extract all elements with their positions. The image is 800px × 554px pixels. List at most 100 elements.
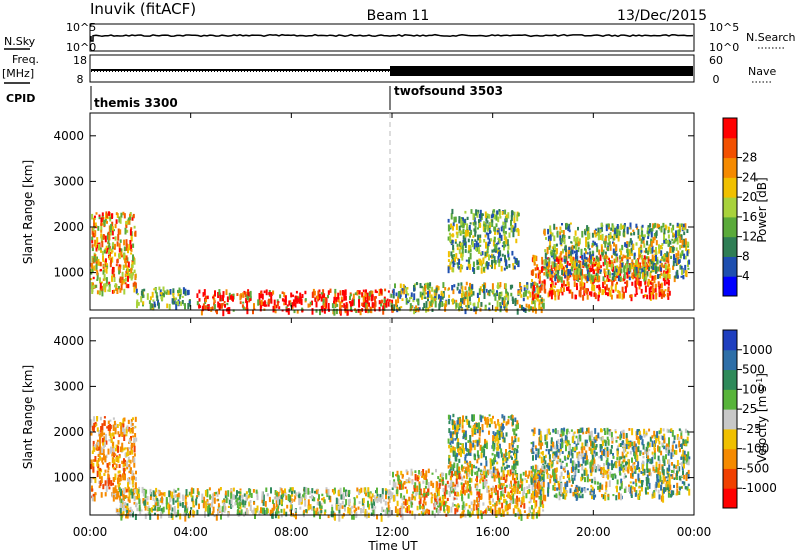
heatmap-cell (265, 507, 268, 515)
heatmap-cell (211, 502, 214, 508)
heatmap-cell (456, 463, 459, 470)
heatmap-cell (123, 488, 125, 495)
heatmap-cell (664, 276, 667, 279)
heatmap-cell (216, 491, 219, 497)
heatmap-cell (341, 505, 344, 509)
heatmap-cell (551, 246, 554, 250)
heatmap-cell (346, 309, 349, 316)
heatmap-cell (487, 241, 490, 246)
heatmap-cell (430, 497, 433, 504)
heatmap-cell (623, 473, 626, 476)
heatmap-cell (382, 509, 385, 512)
heatmap-cell (263, 507, 265, 511)
nsky-label: N.Sky (4, 35, 36, 48)
heatmap-cell (487, 470, 490, 475)
heatmap-cell (92, 459, 95, 462)
heatmap-cell (502, 470, 505, 477)
heatmap-cell (349, 295, 351, 301)
heatmap-cell (485, 440, 488, 445)
heatmap-cell (515, 453, 518, 460)
heatmap-cell (99, 282, 102, 289)
heatmap-cell (642, 234, 645, 237)
heatmap-cell (544, 249, 547, 253)
heatmap-cell (553, 248, 556, 253)
heatmap-cell (116, 288, 119, 294)
heatmap-cell (491, 219, 494, 223)
heatmap-cell (572, 274, 575, 280)
heatmap-cell (258, 293, 261, 300)
heatmap-cell (604, 492, 607, 495)
heatmap-cell (122, 497, 124, 505)
heatmap-cell (441, 502, 444, 507)
heatmap-cell (641, 224, 644, 228)
heatmap-cell (280, 513, 283, 518)
heatmap-cell (464, 460, 467, 464)
heatmap-cell (494, 423, 497, 429)
heatmap-cell (486, 243, 489, 250)
heatmap-cell (494, 244, 497, 251)
heatmap-cell (467, 304, 470, 309)
heatmap-cell (475, 209, 478, 216)
heatmap-cell (548, 454, 551, 461)
heatmap-cell (491, 460, 494, 466)
heatmap-cell (205, 500, 208, 508)
heatmap-cell (495, 485, 497, 492)
heatmap-cell (349, 292, 352, 295)
heatmap-cell (351, 514, 354, 520)
heatmap-cell (633, 253, 636, 260)
heatmap-cell (504, 479, 507, 483)
heatmap-cell (133, 426, 136, 429)
heatmap-cell (207, 510, 210, 517)
heatmap-cell (513, 477, 516, 484)
heatmap-cell (647, 236, 650, 239)
heatmap-cell (632, 243, 635, 250)
heatmap-cell (521, 501, 524, 505)
heatmap-cell (103, 264, 106, 267)
heatmap-cell (124, 282, 127, 285)
heatmap-cell (442, 282, 445, 288)
heatmap-cell (362, 295, 365, 303)
heatmap-cell (394, 283, 396, 289)
heatmap-cell (513, 487, 516, 495)
heatmap-cell (128, 479, 131, 485)
heatmap-cell (125, 426, 128, 434)
heatmap-cell (162, 292, 165, 296)
heatmap-cell (93, 416, 96, 422)
heatmap-cell (112, 436, 115, 439)
heatmap-cell (493, 454, 496, 461)
heatmap-cell (286, 504, 289, 509)
heatmap-cell (541, 500, 544, 505)
heatmap-cell (190, 507, 193, 510)
heatmap-cell (607, 246, 609, 251)
heatmap-cell (509, 284, 512, 290)
heatmap-cell (609, 235, 612, 238)
heatmap-cell (633, 270, 636, 276)
heatmap-cell (409, 297, 411, 300)
heatmap-cell (300, 496, 303, 500)
heatmap-cell (578, 290, 581, 297)
heatmap-cell (294, 495, 297, 500)
heatmap-cell (488, 469, 491, 474)
heatmap-cell (275, 492, 278, 497)
heatmap-cell (123, 447, 126, 451)
heatmap-cell (465, 294, 468, 300)
heatmap-cell (499, 426, 502, 431)
heatmap-cell (135, 470, 137, 475)
heatmap-cell (493, 443, 496, 450)
heatmap-cell (280, 494, 283, 499)
heatmap-cell (527, 474, 530, 479)
heatmap-cell (615, 253, 618, 257)
heatmap-cell (246, 300, 249, 308)
heatmap-cell (456, 420, 459, 427)
heatmap-cell (281, 291, 284, 294)
heatmap-cell (594, 233, 597, 238)
heatmap-cell (293, 490, 296, 494)
heatmap-cell (128, 477, 131, 481)
heatmap-cell (135, 437, 138, 442)
heatmap-cell (438, 501, 441, 507)
heatmap-cell (271, 507, 274, 514)
heatmap-cell (575, 266, 578, 271)
heatmap-cell (387, 290, 390, 293)
heatmap-cell (631, 467, 634, 473)
